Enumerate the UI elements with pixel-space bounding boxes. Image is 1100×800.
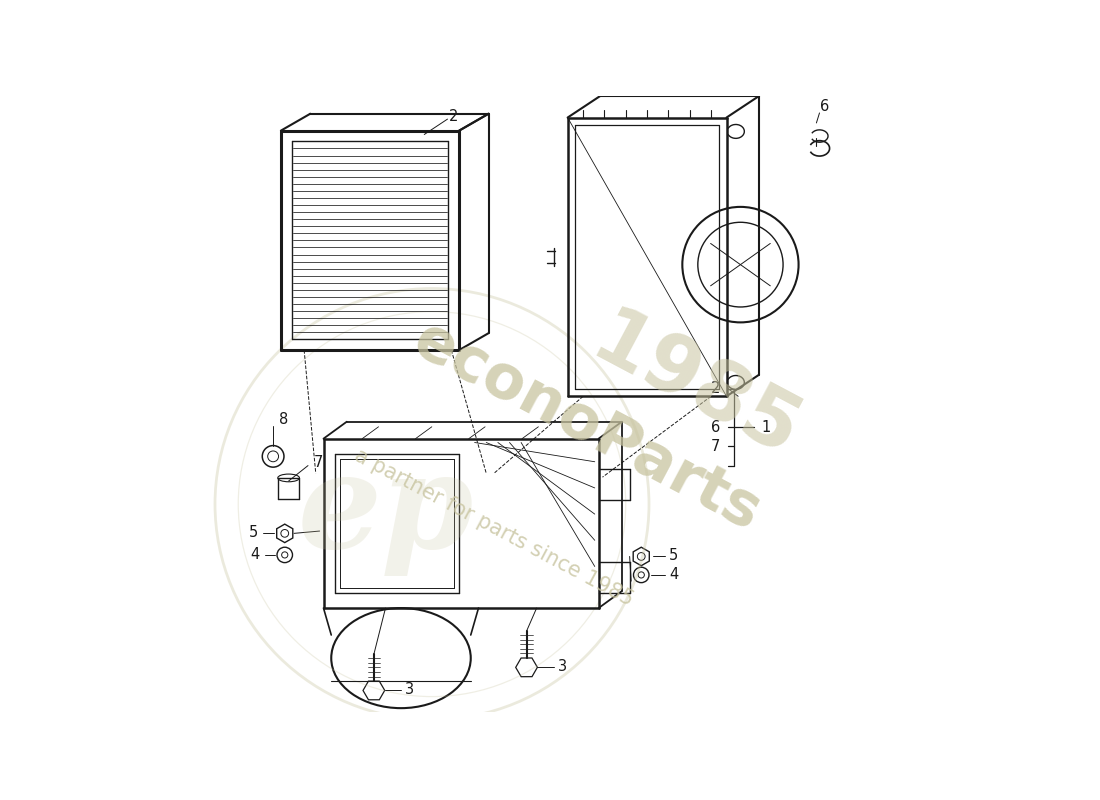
Text: 6: 6 [820, 99, 828, 114]
Text: 1: 1 [761, 419, 771, 434]
Text: 7: 7 [711, 439, 720, 454]
Text: a partner for parts since 1985: a partner for parts since 1985 [351, 445, 637, 610]
Text: econoParts: econoParts [403, 310, 771, 543]
Text: ep: ep [297, 447, 474, 576]
Text: 3: 3 [405, 682, 414, 697]
Text: 7: 7 [314, 455, 322, 470]
Text: 3: 3 [558, 659, 566, 674]
Text: 2: 2 [711, 381, 720, 396]
Text: 4: 4 [669, 566, 679, 582]
Text: 5: 5 [669, 548, 679, 563]
Text: 4: 4 [251, 546, 260, 562]
Text: 1985: 1985 [579, 302, 813, 475]
Text: 2: 2 [449, 109, 459, 123]
Text: 5: 5 [249, 525, 258, 540]
Text: 8: 8 [279, 412, 288, 427]
Text: 6: 6 [711, 419, 720, 434]
